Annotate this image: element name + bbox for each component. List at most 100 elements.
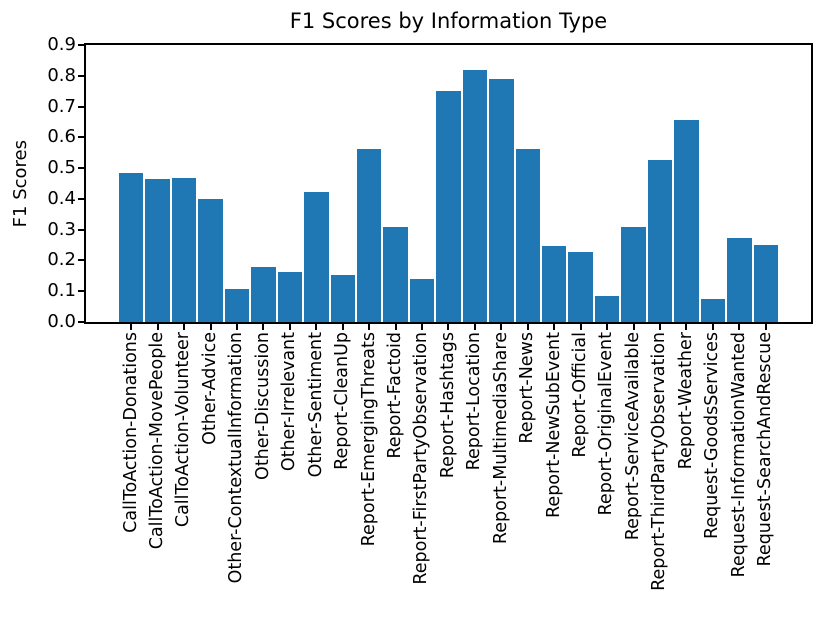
x-tick-mark — [711, 324, 714, 330]
x-tick-cell — [171, 324, 197, 330]
x-label-cell: Report-Location — [462, 332, 488, 620]
bar-Request-SearchAndRescue — [753, 245, 778, 322]
x-label-cell: CallToAction-MovePeople — [144, 332, 170, 620]
x-tick-mark — [288, 324, 291, 330]
x-tick-cell — [356, 324, 382, 330]
x-tick-cell — [118, 324, 144, 330]
x-tick-cell — [409, 324, 435, 330]
x-tick-label-Report-EmergingThreats: Report-EmergingThreats — [358, 332, 379, 547]
x-tick-mark — [341, 324, 344, 330]
x-tick-mark — [632, 324, 635, 330]
bar-Report-ThirdPartyObservation — [647, 159, 673, 322]
x-labels-row: CallToAction-Donations CallToAction-MoveP… — [86, 332, 811, 620]
x-tick-mark — [447, 324, 450, 330]
x-label-cell: Request-InformationWanted — [726, 332, 752, 620]
y-tick-mark — [78, 44, 84, 46]
bar-Report-Weather — [674, 119, 699, 322]
x-ticks-row — [86, 324, 811, 330]
x-label-cell: Report-ThirdPartyObservation — [647, 332, 673, 620]
x-tick-cell — [144, 324, 170, 330]
bar-Other-Sentiment — [304, 191, 329, 322]
bar-Report-Hashtags — [436, 90, 461, 322]
x-tick-cell — [620, 324, 646, 330]
x-tick-label-Report-MultimediaShare: Report-MultimediaShare — [490, 332, 511, 545]
x-label-cell: Report-FirstPartyObservation — [409, 332, 435, 620]
x-tick-mark — [183, 324, 186, 330]
y-axis-label: F1 Scores — [9, 139, 31, 228]
x-label-cell: CallToAction-Volunteer — [171, 332, 197, 620]
x-tick-cell — [488, 324, 514, 330]
x-tick-mark — [500, 324, 503, 330]
x-tick-label-Other-Sentiment: Other-Sentiment — [305, 332, 326, 478]
x-label-cell: Report-Official — [567, 332, 593, 620]
y-tick-mark — [78, 105, 84, 108]
x-tick-label-Report-CleanUp: Report-CleanUp — [332, 332, 353, 470]
x-tick-cell — [462, 324, 488, 330]
x-tick-cell — [330, 324, 356, 330]
x-tick-label-Other-Irrelevant: Other-Irrelevant — [279, 332, 300, 472]
x-tick-label-Report-Official: Report-Official — [570, 332, 591, 458]
x-tick-label-Other-Discussion: Other-Discussion — [252, 332, 273, 480]
x-tick-cell — [197, 324, 223, 330]
x-label-cell: Report-Weather — [673, 332, 699, 620]
x-tick-cell — [753, 324, 779, 330]
bar-Other-Advice — [198, 198, 223, 322]
x-tick-mark — [473, 324, 476, 330]
y-tick-label-0.4: 0.4 — [47, 187, 76, 209]
bar-Report-ServiceAvailable — [621, 227, 646, 322]
x-tick-cell — [435, 324, 461, 330]
x-tick-label-Report-Factoid: Report-Factoid — [384, 332, 405, 459]
y-tick-label-0.2: 0.2 — [47, 249, 76, 271]
bar-Report-News — [515, 149, 540, 322]
bar-Other-ContextualInformation — [224, 289, 250, 322]
bar-Report-FirstPartyObservation — [409, 278, 435, 322]
x-tick-mark — [368, 324, 371, 330]
x-tick-cell — [515, 324, 541, 330]
x-tick-label-Other-ContextualInformation: Other-ContextualInformation — [226, 332, 247, 584]
x-tick-cell — [567, 324, 593, 330]
y-tick-mark — [78, 290, 84, 293]
y-tick-mark — [78, 197, 84, 200]
x-tick-mark — [235, 324, 238, 330]
x-label-cell: Report-EmergingThreats — [356, 332, 382, 620]
y-tick-label-0.7: 0.7 — [47, 95, 76, 117]
x-tick-mark — [130, 324, 133, 330]
x-tick-mark — [394, 324, 397, 330]
x-label-cell: Report-Hashtags — [435, 332, 461, 620]
y-tick-label-0.5: 0.5 — [47, 157, 76, 179]
x-tick-cell — [250, 324, 276, 330]
x-tick-cell — [541, 324, 567, 330]
bar-Report-NewSubEvent — [542, 245, 567, 322]
x-tick-label-Report-News: Report-News — [517, 332, 538, 444]
bar-CallToAction-Donations — [119, 172, 144, 322]
x-tick-label-Report-ServiceAvailable: Report-ServiceAvailable — [622, 332, 643, 541]
y-tick-mark — [78, 228, 84, 231]
x-tick-cell — [382, 324, 408, 330]
bar-Request-InformationWanted — [727, 238, 752, 322]
x-tick-cell — [673, 324, 699, 330]
bar-Request-GoodsServices — [700, 298, 726, 322]
x-tick-cell — [224, 324, 250, 330]
x-tick-label-Report-Hashtags: Report-Hashtags — [437, 332, 458, 479]
y-tick-mark — [78, 136, 84, 139]
x-tick-label-Report-FirstPartyObservation: Report-FirstPartyObservation — [411, 332, 432, 585]
y-tick-mark — [78, 74, 84, 77]
plot-area — [84, 43, 813, 324]
x-tick-mark — [738, 324, 741, 330]
bar-Report-MultimediaShare — [489, 78, 514, 322]
x-tick-label-Report-OriginalEvent: Report-OriginalEvent — [596, 332, 617, 516]
x-tick-mark — [526, 324, 529, 330]
bar-Report-Official — [568, 251, 593, 322]
x-tick-mark — [553, 324, 556, 330]
y-tick-label-0.9: 0.9 — [47, 34, 76, 55]
bar-Report-Location — [462, 69, 488, 322]
x-label-cell: CallToAction-Donations — [118, 332, 144, 620]
x-tick-label-CallToAction-MovePeople: CallToAction-MovePeople — [147, 332, 168, 550]
x-tick-label-Report-NewSubEvent: Report-NewSubEvent — [543, 332, 564, 518]
x-tick-cell — [726, 324, 752, 330]
x-tick-mark — [685, 324, 688, 330]
x-tick-mark — [658, 324, 661, 330]
x-label-cell: Other-Advice — [197, 332, 223, 620]
bar-Other-Irrelevant — [277, 271, 303, 322]
